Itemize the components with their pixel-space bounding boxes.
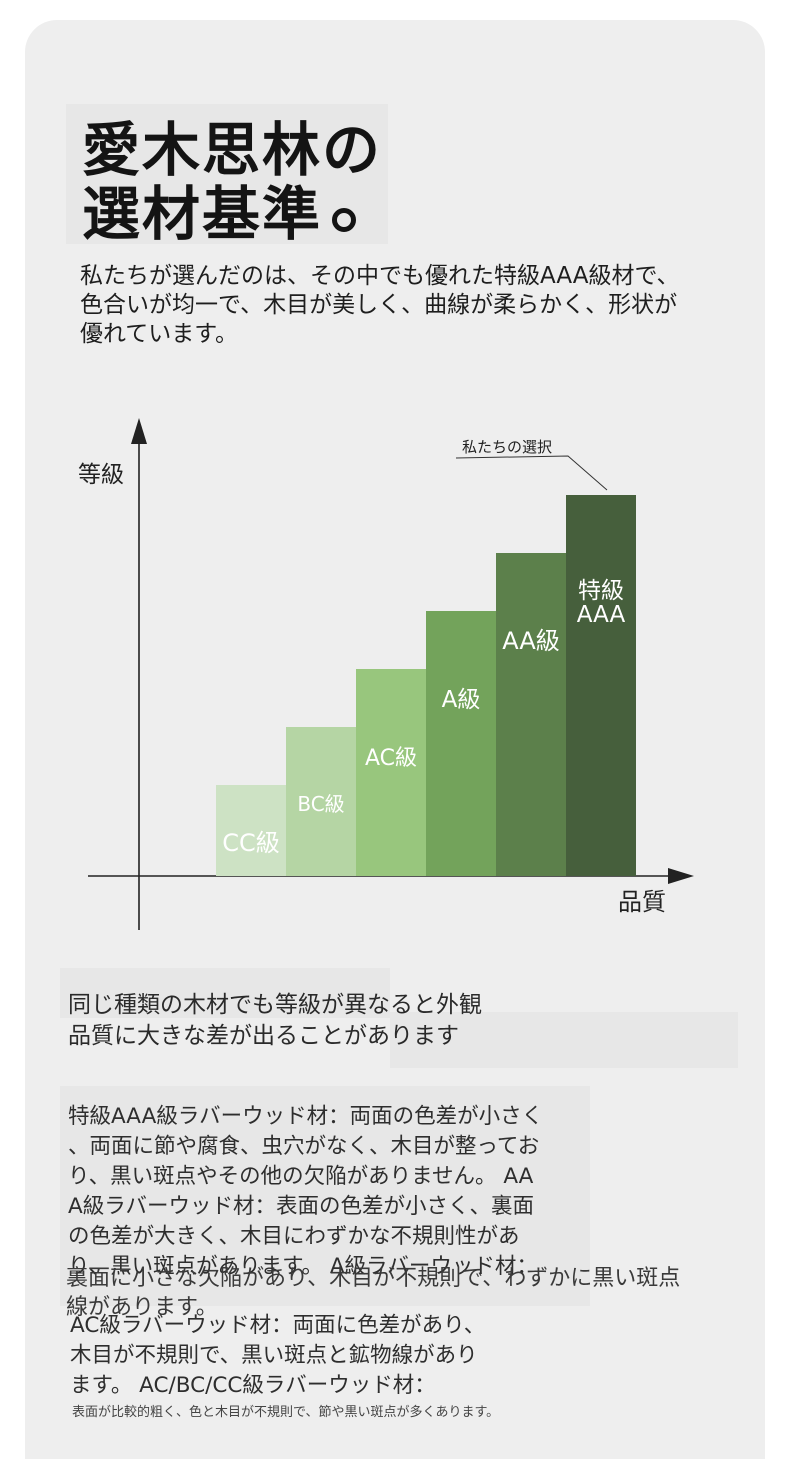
detail-line: ます。 AC/BC/CC級ラバーウッド材： [70, 1373, 436, 1398]
bar-2 [286, 727, 356, 876]
bar-3 [356, 669, 426, 876]
bar-label-3: AC級 [365, 746, 417, 771]
detail-line: AC級ラバーウッド材：両面に色差があり、 [70, 1313, 486, 1338]
note-highlight-2 [390, 1012, 738, 1068]
overlapping-detail-text: 裏面に小さな欠陥があり、木目が不規則で、わずかに黒い斑点 線があります。 [66, 1264, 790, 1322]
annotation-leader-line [455, 455, 608, 491]
title-period-mark [332, 208, 357, 232]
x-axis-arrow [668, 868, 694, 884]
bar-label-1: CC級 [222, 829, 280, 857]
quality-note: 同じ種類の木材でも等級が異なると外観 品質に大きな差が出ることがあります [68, 990, 482, 1052]
intro-text: 私たちが選んだのは、その中でも優れた特級AAA級材で、色合いが均一で、木目が美し… [80, 263, 680, 347]
bar-label-6: 特級 AAA [577, 578, 626, 628]
detail-line: 木目が不規則で、黒い斑点と鉱物線があり [70, 1343, 478, 1368]
grade-details: 特級AAA級ラバーウッド材：両面の色差が小さく 、両面に節や腐食、虫穴がなく、木… [68, 1102, 543, 1282]
note-line-1: 同じ種類の木材でも等級が異なると外観 [68, 992, 482, 1018]
title-line-2: 選材基準 [82, 180, 323, 248]
detail-line: り、黒い斑点やその他の欠陥がありません。 AA [68, 1164, 534, 1189]
small-footnote: 表面が比較的粗く、色と木目が不規則で、節や黒い斑点が多くあります。 [72, 1405, 500, 1420]
selection-annotation: 私たちの選択 [462, 438, 552, 456]
bar-5 [496, 553, 566, 876]
note-highlight [60, 968, 390, 1018]
detail-line: A級ラバーウッド材：表面の色差が小さく、裏面 [68, 1194, 534, 1219]
x-axis-label: 品質 [618, 888, 666, 916]
bar-6 [566, 495, 636, 876]
detail-line: 特級AAA級ラバーウッド材：両面の色差が小さく [68, 1104, 544, 1129]
details-highlight [60, 1086, 590, 1306]
bar-label-5: AA級 [502, 627, 560, 655]
note-line-2: 品質に大きな差が出ることがあります [68, 1023, 459, 1049]
detail-line: り、黒い斑点があります。 A級ラバーウッド材： [68, 1254, 538, 1279]
detail-line: の色差が大きく、木目にわずかな不規則性があ [68, 1224, 520, 1249]
page-title: 愛木思林の 選材基準 [82, 118, 382, 246]
bar-label-4: A級 [442, 687, 481, 713]
detail-line: 、両面に節や腐食、虫穴がなく、木目が整ってお [68, 1134, 540, 1159]
overlap-line-2: 線があります。 [66, 1295, 218, 1320]
bar-label-2: BC級 [297, 792, 344, 816]
title-line-2-row: 選材基準 [82, 182, 382, 246]
title-line-1: 愛木思林の [82, 116, 383, 184]
y-axis-arrow [131, 418, 147, 444]
grade-details-2: AC級ラバーウッド材：両面に色差があり、 木目が不規則で、黒い斑点と鉱物線があり… [70, 1311, 485, 1401]
bar-1 [216, 785, 286, 876]
bar-4 [426, 611, 496, 876]
overlap-line-1: 裏面に小さな欠陥があり、木目が不規則で、わずかに黒い斑点 [66, 1266, 681, 1291]
y-axis-label: 等級 [78, 462, 124, 488]
